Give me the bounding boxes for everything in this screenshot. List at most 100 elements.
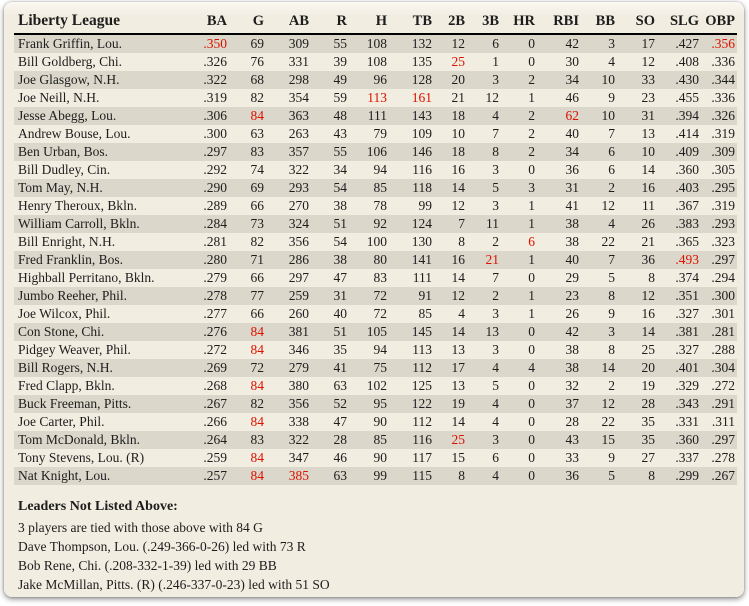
- stat-cell: 69: [229, 179, 266, 197]
- player-name: Fred Clapp, Bkln.: [18, 378, 115, 393]
- stat-cell: 18: [434, 107, 467, 125]
- stat-cell: 14: [434, 323, 467, 341]
- stat-cell: 298: [266, 71, 311, 89]
- table-row: Tom McDonald, Bkln. .264 83 322 28 85 116 25 3 0 4…: [14, 431, 737, 449]
- player-name: Frank Griffin, Lou.: [14, 34, 184, 53]
- stat-cell: 17: [617, 34, 657, 53]
- stat-cell: 72: [349, 287, 389, 305]
- stat-cell: 66: [250, 306, 265, 321]
- stat-cell: .331: [675, 414, 699, 429]
- table-row: Jumbo Reeher, Phil. .278 77 259 31 72 91 12 2 1 23…: [14, 287, 737, 305]
- stat-cell: .284: [184, 215, 229, 233]
- leaders-section: Leaders Not Listed Above: 3 players are …: [18, 499, 734, 594]
- stat-cell: 143: [389, 107, 434, 125]
- stat-cell: 130: [411, 234, 432, 249]
- stat-cell: 118: [389, 179, 434, 197]
- table-row: Jesse Abegg, Lou. .306 84 363 48 111 143 18 4 2 62…: [14, 107, 737, 125]
- stat-cell: 82: [250, 90, 265, 105]
- stat-cell: 34: [537, 143, 581, 161]
- stat-cell: 6: [492, 450, 499, 465]
- player-name: Joe Neill, N.H.: [18, 90, 100, 105]
- stat-cell: 293: [266, 179, 311, 197]
- stat-cell: 108: [366, 54, 387, 69]
- stat-cell: 2: [492, 234, 499, 249]
- stat-cell: 4: [467, 107, 501, 125]
- stat-cell: 77: [229, 287, 266, 305]
- stat-cell: 9: [608, 450, 615, 465]
- table-row: Joe Glasgow, N.H. .322 68 298 49 96 128 20 3 2 34 1…: [14, 71, 737, 89]
- stat-cell: 41: [565, 198, 580, 213]
- table-row: Joe Carter, Phil. .266 84 338 47 90 112 14 4 0 28 2…: [14, 413, 737, 431]
- stat-cell: 26: [617, 215, 657, 233]
- stat-cell: 108: [349, 34, 389, 53]
- stat-cell: 380: [288, 378, 309, 393]
- stat-cell: .304: [701, 359, 737, 377]
- player-name: Andrew Bouse, Lou.: [18, 126, 131, 141]
- stat-cell: 2: [501, 71, 537, 89]
- stat-cell: 0: [501, 395, 537, 413]
- stat-cell: .326: [701, 107, 737, 125]
- stat-cell: 85: [418, 306, 433, 321]
- table-row: Bill Enright, N.H. .281 82 356 54 100 130 8 2 6 38…: [14, 233, 737, 251]
- stat-cell: .327: [675, 306, 699, 321]
- stat-cell: 25: [641, 342, 656, 357]
- stat-cell: 322: [266, 431, 311, 449]
- stat-cell: 35: [617, 431, 657, 449]
- stat-cell: 8: [581, 287, 617, 305]
- stat-cell: 82: [250, 234, 265, 249]
- stat-cell: 42: [537, 323, 581, 341]
- column-header: RBI: [537, 10, 581, 35]
- stat-cell: .288: [711, 342, 735, 357]
- player-name: Highball Perritano, Bkln.: [18, 270, 155, 285]
- stat-cell: 13: [451, 342, 466, 357]
- stat-cell: 0: [528, 378, 535, 393]
- stat-cell: 32: [565, 378, 580, 393]
- stat-cell: 16: [641, 306, 656, 321]
- leaders-lines: 3 players are tied with those above with…: [18, 518, 734, 594]
- stat-cell: 8: [467, 143, 501, 161]
- stat-cell: 94: [373, 162, 388, 177]
- stat-cell: 4: [467, 359, 501, 377]
- stat-cell: 33: [617, 71, 657, 89]
- stat-cell: 31: [537, 179, 581, 197]
- stat-cell: 30: [565, 54, 580, 69]
- stat-cell: 46: [333, 450, 348, 465]
- stat-cell: 7: [492, 126, 499, 141]
- stat-cell: 322: [288, 162, 309, 177]
- stat-cell: .268: [203, 378, 227, 393]
- stat-cell: .305: [711, 162, 735, 177]
- stat-cell: 36: [565, 162, 580, 177]
- stat-cell: 115: [389, 467, 434, 485]
- stat-cell: 10: [581, 71, 617, 89]
- stat-cell: 132: [389, 34, 434, 53]
- stat-cell: 0: [501, 431, 537, 449]
- stat-cell: 46: [565, 90, 580, 105]
- stat-cell: 338: [288, 414, 309, 429]
- stat-cell: 0: [501, 467, 537, 485]
- stat-cell: 36: [617, 251, 657, 269]
- stat-cell: 13: [451, 378, 466, 393]
- stat-cell: 4: [458, 306, 465, 321]
- stat-cell: 116: [412, 162, 432, 177]
- stat-cell: .336: [711, 90, 735, 105]
- stat-cell: 15: [581, 431, 617, 449]
- stat-cell: 13: [641, 126, 656, 141]
- stat-cell: 76: [250, 54, 265, 69]
- stat-cell: 7: [581, 251, 617, 269]
- player-name: Tony Stevens, Lou. (R): [18, 450, 145, 465]
- stat-cell: 2: [528, 126, 535, 141]
- stat-cell: 38: [311, 251, 349, 269]
- stat-cell: 324: [266, 215, 311, 233]
- stat-cell: 25: [434, 431, 467, 449]
- stat-cell: .430: [657, 71, 701, 89]
- column-header: SLG: [657, 10, 701, 35]
- stat-cell: .272: [203, 342, 227, 357]
- stat-cell: 90: [373, 414, 388, 429]
- stat-cell: 1: [492, 54, 499, 69]
- stat-cell: 20: [434, 71, 467, 89]
- stat-cell: 22: [601, 414, 616, 429]
- stat-cell: .281: [203, 234, 227, 249]
- stat-cell: 69: [229, 34, 266, 53]
- table-row: Bill Rogers, N.H. .269 72 279 41 75 112 17 4 4 38 1…: [14, 359, 737, 377]
- stat-cell: 49: [311, 71, 349, 89]
